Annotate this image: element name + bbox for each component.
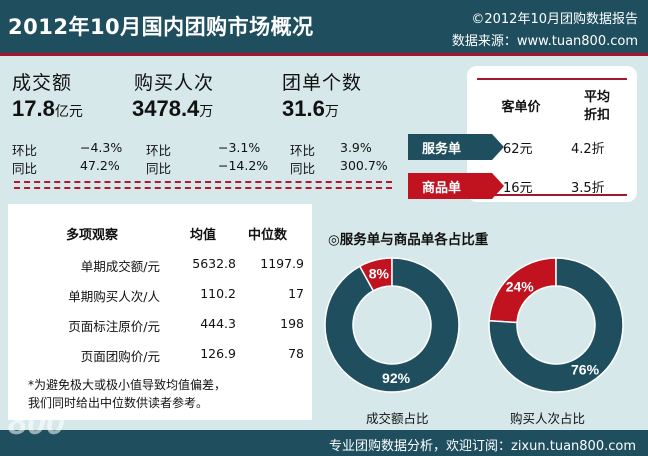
mom-value-buyers: −3.1% — [218, 140, 261, 155]
header-accent-line — [0, 53, 648, 56]
metric-value-buyers: 3478.4 — [132, 96, 200, 121]
col-header-discount-1: 平均 — [583, 90, 610, 105]
table-note-2: 我们同时给出中位数供读者参考。 — [28, 396, 209, 410]
donut-charts: 8% 92% 24% 76% — [324, 257, 624, 393]
header-bar: 2012年10月国内团购市场概况 ©2012年10月团购数据报告 数据来源：ww… — [0, 0, 648, 56]
tag-service-label: 服务单 — [422, 141, 462, 157]
donut-slice-service — [324, 257, 460, 393]
panel-bottom-line — [477, 194, 627, 196]
mom-label-gmv: 环比 — [12, 143, 38, 158]
yoy-label-buyers: 同比 — [146, 161, 172, 176]
tag-goods: 商品单 — [408, 173, 504, 199]
metric-value-buyers-group: 3478.4万 — [132, 96, 213, 122]
source-text: 数据来源：www.tuan800.com — [451, 34, 638, 49]
donut-caption-buyers: 购买人次占比 — [510, 411, 586, 426]
footer-text: 专业团购数据分析，欢迎订阅：zixun.tuan800.com — [329, 439, 636, 454]
mom-value-gmv: −4.3% — [80, 140, 123, 155]
mom-value-deals: 3.9% — [340, 140, 372, 155]
th-median: 中位数 — [248, 228, 288, 243]
donut-slice-service — [488, 257, 624, 393]
metric-label-deals: 团单个数 — [282, 72, 363, 94]
metric-value-gmv: 17.8 — [12, 96, 55, 121]
table-row-label: 单期购买人次/人 — [68, 289, 160, 304]
donut-section-title: ◎服务单与商品单各占比重 — [328, 232, 489, 248]
table-row-median: 198 — [280, 316, 304, 331]
metric-unit-deals: 万 — [324, 104, 339, 120]
dashed-divider-1 — [14, 181, 392, 183]
col-header-avg-price: 客单价 — [501, 100, 541, 115]
yoy-label-deals: 同比 — [290, 161, 316, 176]
panel-top-line — [477, 78, 627, 80]
yoy-value-deals: 300.7% — [340, 158, 388, 173]
metric-value-deals-group: 31.6万 — [282, 96, 339, 122]
table-row-mean: 5632.8 — [192, 256, 236, 271]
table-note-1: *为避免极大或极小值导致均值偏差， — [28, 378, 227, 392]
table-row-median: 1197.9 — [260, 256, 304, 271]
donut-label-service: 92% — [382, 370, 411, 386]
donut-label-goods: 8% — [369, 266, 390, 282]
page-title: 2012年10月国内团购市场概况 — [8, 15, 314, 39]
goods-price: 16元 — [503, 181, 533, 196]
tag-service: 服务单 — [408, 134, 504, 160]
tag-goods-shape — [408, 173, 504, 199]
donut-label-goods: 24% — [506, 278, 535, 294]
service-discount: 4.2折 — [571, 142, 605, 157]
service-price: 62元 — [503, 142, 533, 157]
table-row-label: 页面标注原价/元 — [68, 319, 160, 334]
table-row-median: 17 — [288, 286, 304, 301]
observation-table: 多项观察 均值 中位数 单期成交额/元 5632.8 1197.9 单期购买人次… — [8, 204, 312, 420]
table-row-median: 78 — [288, 346, 304, 361]
dashed-divider-2 — [14, 187, 392, 189]
metric-unit-buyers: 万 — [199, 104, 214, 120]
table-row-mean: 126.9 — [200, 346, 236, 361]
table-row-label: 页面团购价/元 — [80, 349, 160, 364]
metric-value-deals: 31.6 — [282, 96, 325, 121]
goods-discount: 3.5折 — [571, 181, 605, 196]
th-mean: 均值 — [190, 228, 217, 243]
tag-goods-label: 商品单 — [422, 180, 462, 196]
yoy-label-gmv: 同比 — [12, 161, 38, 176]
metric-value-gmv-group: 17.8亿元 — [12, 96, 83, 122]
metric-label-buyers: 购买人次 — [134, 72, 215, 94]
metric-unit-gmv: 亿元 — [54, 104, 83, 120]
copyright-text: ©2012年10月团购数据报告 — [471, 12, 638, 27]
metric-label-gmv: 成交额 — [12, 72, 73, 94]
yoy-value-gmv: 47.2% — [80, 158, 120, 173]
table-row-label: 单期成交额/元 — [80, 259, 160, 274]
mom-label-deals: 环比 — [290, 143, 316, 158]
yoy-value-buyers: −14.2% — [218, 158, 269, 173]
donut-label-service: 76% — [571, 361, 600, 377]
mom-label-buyers: 环比 — [146, 143, 172, 158]
donut-caption-gmv: 成交额占比 — [366, 411, 429, 426]
table-row-mean: 110.2 — [200, 286, 236, 301]
footer-bar: 专业团购数据分析，欢迎订阅：zixun.tuan800.com — [0, 430, 648, 456]
tag-service-shape — [408, 134, 504, 160]
col-header-discount-2: 折扣 — [583, 108, 610, 123]
brand-logo-watermark: 800 — [8, 404, 65, 442]
th-observation: 多项观察 — [66, 228, 119, 243]
table-row-mean: 444.3 — [200, 316, 236, 331]
